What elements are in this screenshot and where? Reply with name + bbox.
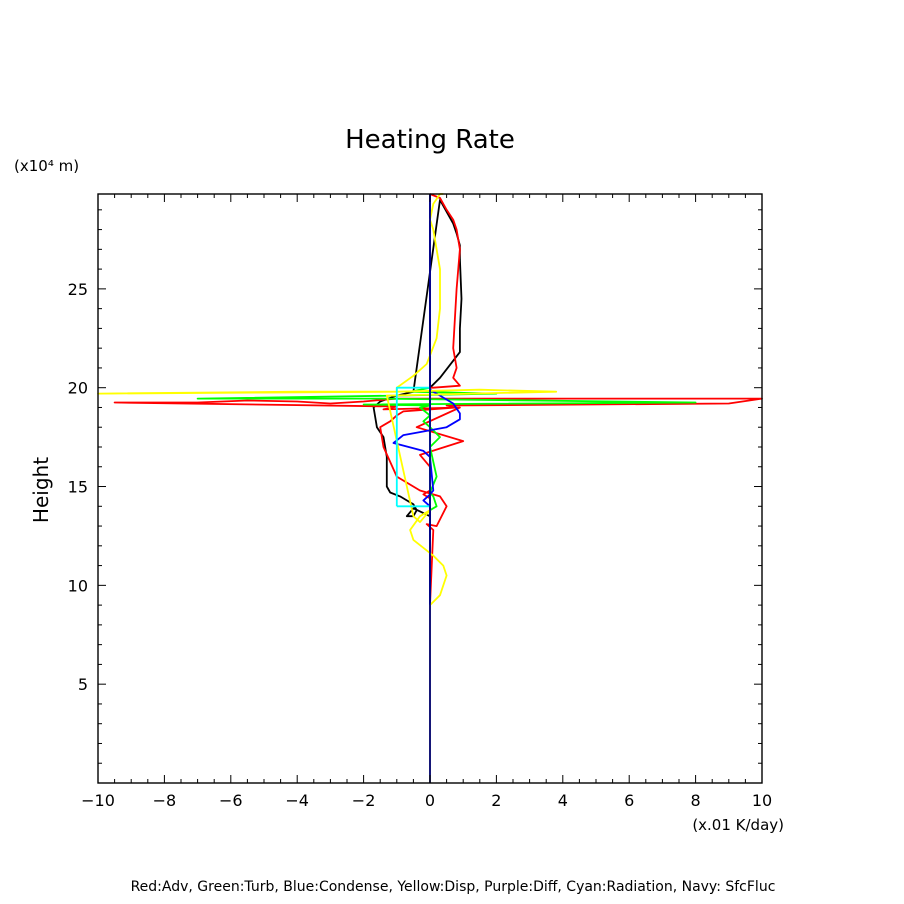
y-tick-label: 5 [78, 675, 88, 694]
x-tick-label: 4 [558, 791, 568, 810]
series-layer [97, 193, 763, 783]
y-tick-label: 25 [68, 280, 88, 299]
x-tick-label: 2 [491, 791, 501, 810]
x-tick-label: −6 [219, 791, 243, 810]
y-tick-label: 20 [68, 379, 88, 398]
series-line-1 [372, 198, 463, 783]
tick-layer: −10 −8 −6 −4 −2 0 2 4 6 8 10 5 10 15 20 25 [68, 194, 772, 810]
chart-title: Heating Rate [345, 125, 515, 155]
x-tick-label: 8 [691, 791, 701, 810]
y-axis-label: Height [29, 457, 53, 523]
y-unit-label: (x10⁴ m) [14, 157, 79, 175]
x-tick-label: −4 [285, 791, 309, 810]
plot-frame [97, 193, 763, 784]
series-line-4 [392, 194, 461, 783]
x-tick-label: −10 [81, 791, 115, 810]
series-line-5 [97, 193, 558, 783]
x-axis-label: (x.01 K/day) [692, 816, 784, 834]
x-tick-label: 6 [624, 791, 634, 810]
x-tick-label: −8 [153, 791, 177, 810]
y-tick-label: 15 [68, 478, 88, 497]
series-line-2 [113, 193, 763, 783]
x-tick-label: 10 [752, 791, 772, 810]
legend-text: Red:Adv, Green:Turb, Blue:Condense, Yell… [131, 879, 776, 895]
x-tick-label: −2 [352, 791, 376, 810]
y-tick-label: 10 [68, 576, 88, 595]
x-tick-label: 0 [425, 791, 435, 810]
